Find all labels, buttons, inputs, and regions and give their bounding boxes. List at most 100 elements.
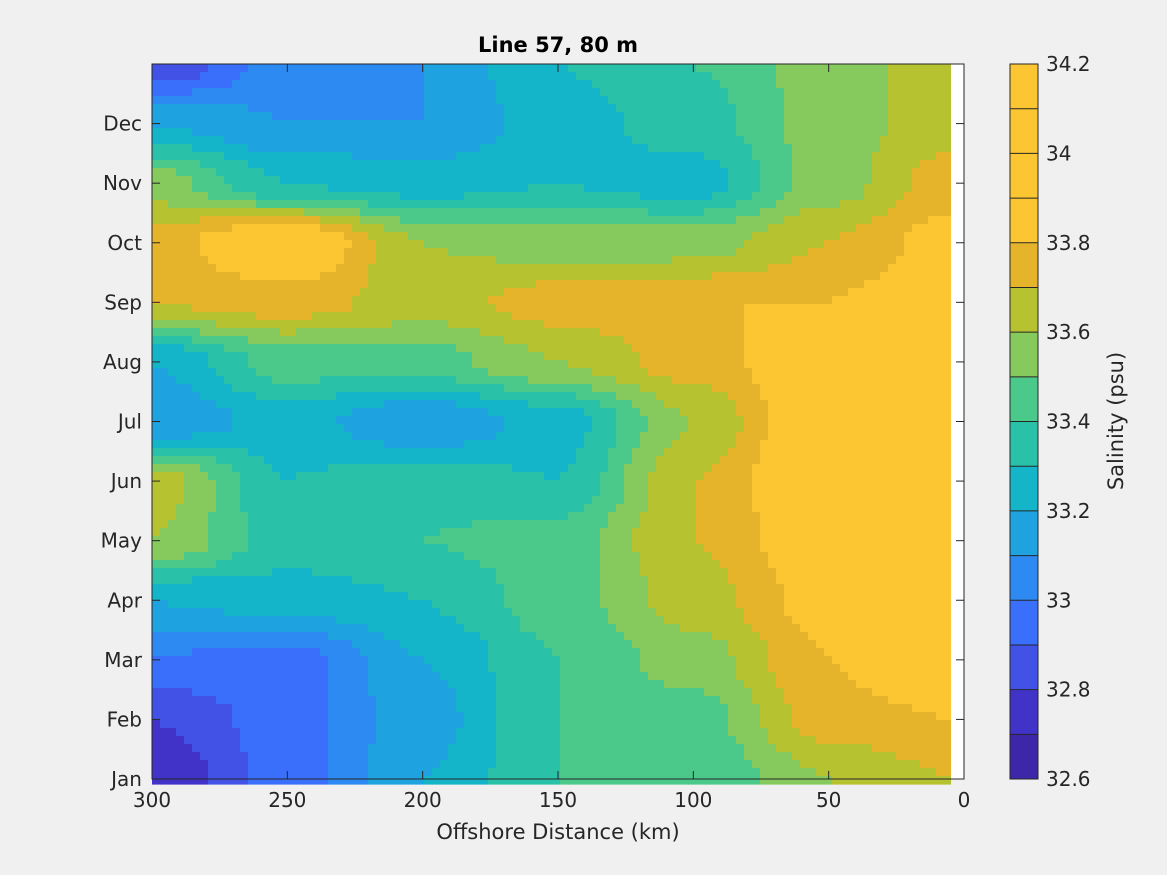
- contour-cell: [464, 152, 473, 161]
- contour-cell: [888, 104, 897, 113]
- contour-cell: [936, 272, 945, 281]
- contour-cell: [328, 344, 337, 353]
- contour-cell: [768, 400, 777, 409]
- contour-cell: [696, 248, 705, 257]
- contour-cell: [640, 216, 649, 225]
- contour-cell: [240, 336, 249, 345]
- contour-cell: [280, 360, 289, 369]
- contour-cell: [168, 232, 177, 241]
- contour-cell: [416, 232, 425, 241]
- contour-cell: [568, 192, 577, 201]
- contour-cell: [264, 104, 273, 113]
- contour-cell: [312, 176, 321, 185]
- contour-cell: [536, 312, 545, 321]
- contour-cell: [880, 88, 889, 97]
- contour-cell: [304, 184, 313, 193]
- contour-cell: [176, 272, 185, 281]
- contour-cell: [456, 224, 465, 233]
- contour-cell: [512, 448, 521, 457]
- contour-cell: [168, 256, 177, 265]
- contour-cell: [648, 88, 657, 97]
- contour-cell: [320, 168, 329, 177]
- contour-cell: [344, 104, 353, 113]
- contour-cell: [616, 192, 625, 201]
- contour-cell: [440, 456, 449, 465]
- contour-cell: [904, 360, 913, 369]
- contour-cell: [936, 368, 945, 377]
- contour-cell: [880, 120, 889, 129]
- contour-cell: [152, 240, 161, 249]
- contour-cell: [528, 360, 537, 369]
- contour-cell: [264, 216, 273, 225]
- contour-cell: [552, 160, 561, 169]
- contour-cell: [824, 272, 833, 281]
- contour-cell: [888, 208, 897, 217]
- contour-cell: [312, 256, 321, 265]
- contour-cell: [640, 80, 649, 89]
- contour-cell: [824, 80, 833, 89]
- contour-cell: [256, 272, 265, 281]
- contour-cell: [528, 128, 537, 137]
- contour-cell: [216, 352, 225, 361]
- contour-cell: [296, 200, 305, 209]
- contour-cell: [448, 96, 457, 105]
- contour-cell: [528, 216, 537, 225]
- contour-cell: [728, 400, 737, 409]
- contour-cell: [728, 128, 737, 137]
- contour-cell: [472, 192, 481, 201]
- contour-cell: [912, 256, 921, 265]
- contour-cell: [848, 272, 857, 281]
- contour-cell: [640, 64, 649, 73]
- contour-cell: [304, 160, 313, 169]
- contour-cell: [528, 184, 537, 193]
- contour-cell: [752, 312, 761, 321]
- contour-cell: [304, 272, 313, 281]
- contour-cell: [488, 336, 497, 345]
- contour-cell: [920, 328, 929, 337]
- contour-cell: [688, 80, 697, 89]
- contour-cell: [768, 304, 777, 313]
- contour-cell: [616, 80, 625, 89]
- contour-cell: [440, 104, 449, 113]
- contour-cell: [184, 264, 193, 273]
- contour-cell: [280, 176, 289, 185]
- contour-cell: [384, 264, 393, 273]
- contour-cell: [256, 128, 265, 137]
- contour-cell: [720, 216, 729, 225]
- contour-cell: [328, 424, 337, 433]
- contour-cell: [608, 280, 617, 289]
- contour-cell: [568, 256, 577, 265]
- contour-cell: [528, 296, 537, 305]
- contour-cell: [704, 352, 713, 361]
- contour-cell: [400, 80, 409, 89]
- contour-cell: [760, 64, 769, 73]
- contour-cell: [336, 128, 345, 137]
- contour-cell: [792, 432, 801, 441]
- contour-cell: [216, 272, 225, 281]
- contour-cell: [160, 112, 169, 121]
- contour-cell: [456, 96, 465, 105]
- contour-cell: [360, 392, 369, 401]
- contour-cell: [752, 408, 761, 417]
- contour-cell: [616, 392, 625, 401]
- contour-cell: [312, 272, 321, 281]
- contour-cell: [560, 112, 569, 121]
- contour-cell: [272, 136, 281, 145]
- contour-cell: [664, 384, 673, 393]
- contour-cell: [216, 152, 225, 161]
- contour-cell: [512, 192, 521, 201]
- contour-cell: [560, 280, 569, 289]
- contour-cell: [664, 112, 673, 121]
- contour-cell: [456, 352, 465, 361]
- contour-cell: [184, 200, 193, 209]
- contour-cell: [504, 272, 513, 281]
- contour-cell: [832, 368, 841, 377]
- contour-cell: [504, 112, 513, 121]
- contour-cell: [552, 88, 561, 97]
- contour-cell: [912, 168, 921, 177]
- contour-cell: [776, 424, 785, 433]
- contour-cell: [152, 448, 161, 457]
- contour-cell: [912, 64, 921, 73]
- contour-cell: [560, 256, 569, 265]
- contour-cell: [760, 112, 769, 121]
